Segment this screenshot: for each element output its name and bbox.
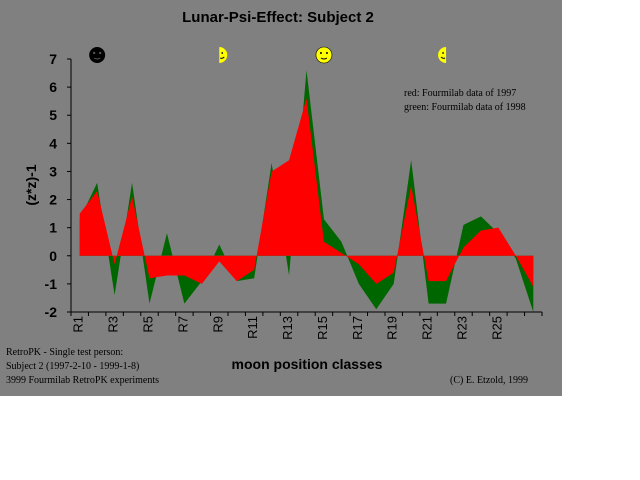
x-tick-label: R25	[489, 316, 504, 340]
x-tick-label: R15	[315, 316, 330, 340]
last-quarter-moon-icon	[438, 47, 447, 63]
x-tick-label: R17	[350, 316, 365, 340]
x-tick-label: R5	[141, 316, 156, 333]
y-axis-label: (z*z)-1	[23, 164, 39, 205]
legend-red-text: red: Fourmilab data of 1997	[404, 88, 516, 99]
x-axis-label: moon position classes	[232, 356, 383, 372]
note-line-3: 3999 Fourmilab RetroPK experiments	[6, 375, 159, 386]
x-tick-label: R7	[175, 316, 190, 333]
chart-svg: Lunar-Psi-Effect: Subject 2 7 6 5 4 3 2 1 0 -1 -2…	[6, 9, 543, 386]
note-line-1: RetroPK - Single test person:	[6, 347, 123, 358]
note-line-2: Subject 2 (1997-2-10 - 1999-1-8)	[6, 361, 139, 372]
y-tick-label: 5	[49, 107, 57, 123]
x-tick-label: R9	[210, 316, 225, 333]
y-tick-label: -2	[45, 304, 58, 320]
y-tick-label: 4	[49, 135, 57, 151]
x-tick-group: R1 R3 R5 R7 R9 R11 R13 R15 R17 R19 R21 R23 R25	[70, 312, 543, 340]
y-tick-label: 7	[49, 51, 57, 67]
x-tick-label: R23	[455, 316, 470, 340]
series-0-area	[79, 98, 534, 287]
x-tick-label: R21	[420, 316, 435, 340]
y-tick-label: 2	[49, 192, 57, 208]
y-tick-label: 0	[49, 248, 57, 264]
x-tick-label: R3	[106, 316, 121, 333]
x-tick-label: R13	[280, 316, 295, 340]
chart-title: Lunar-Psi-Effect: Subject 2	[182, 9, 374, 26]
new-moon-icon	[89, 47, 106, 63]
full-moon-icon	[315, 46, 333, 64]
x-tick-label: R1	[71, 316, 86, 333]
y-tick-label: -1	[45, 276, 58, 292]
chart-panel: Lunar-Psi-Effect: Subject 2 7 6 5 4 3 2 1 0 -1 -2…	[0, 0, 562, 396]
copyright-text: (C) E. Etzold, 1999	[450, 375, 528, 386]
x-tick-label: R19	[385, 316, 400, 340]
y-tick-label: 6	[49, 79, 57, 95]
y-tick-label: 3	[49, 163, 57, 179]
legend-green-text: green: Fourmilab data of 1998	[404, 102, 526, 113]
plot-area: 7 6 5 4 3 2 1 0 -1 -2 R1 R3 R5 R7 R9 R11 R13 R15 R17 R19 R2…	[45, 51, 543, 340]
moon-phase-icons	[89, 46, 447, 64]
x-tick-label: R11	[245, 316, 260, 339]
y-tick-group: 7 6 5 4 3 2 1 0 -1 -2	[45, 51, 71, 320]
first-quarter-moon-icon	[219, 47, 228, 63]
y-tick-label: 1	[49, 220, 57, 236]
red-series-layer	[79, 98, 534, 287]
